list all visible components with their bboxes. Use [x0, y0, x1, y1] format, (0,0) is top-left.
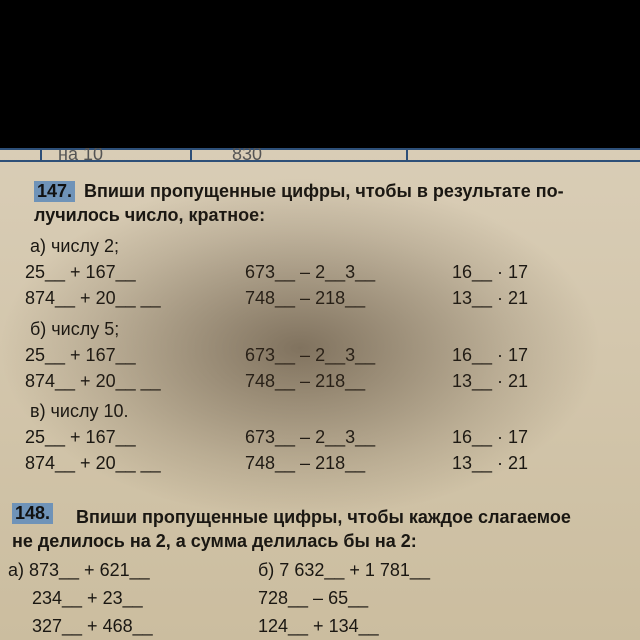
- expression: 16__ · 17: [452, 427, 529, 447]
- exercise-text: Впиши пропущенные цифры, чтобы в результ…: [84, 181, 564, 201]
- textbook-page: на 10 830 147. Впиши пропущенные цифры, что…: [0, 148, 640, 640]
- exercise-number: 147.: [34, 181, 76, 202]
- table-cell: 830: [232, 148, 263, 164]
- expression: 748__ – 218__: [245, 453, 366, 473]
- expression: 874__ + 20__ __: [25, 453, 161, 473]
- expression: 13__ · 21: [452, 453, 529, 473]
- expression: 673__ – 2__3__: [245, 262, 376, 282]
- group-label: б) числу 5;: [30, 319, 120, 339]
- expression: 25__ + 167__: [25, 345, 136, 365]
- table-border: [406, 148, 408, 160]
- expression: 673__ – 2__3__: [245, 427, 376, 447]
- expression: 124__ + 134__: [258, 616, 379, 636]
- expression: б) 7 632__ + 1 781__: [258, 560, 430, 580]
- expression: 874__ + 20__ __: [25, 371, 161, 391]
- group-label: в) числу 10.: [30, 401, 129, 421]
- exercise-text: лучилось число, кратное:: [34, 205, 266, 225]
- expression: 234__ + 23__: [32, 588, 143, 608]
- expression: 728__ – 65__: [258, 588, 369, 608]
- table-border: [190, 148, 192, 160]
- expression: 874__ + 20__ __: [25, 288, 161, 308]
- expression: 748__ – 218__: [245, 288, 366, 308]
- group-label: а) числу 2;: [30, 236, 119, 256]
- table-cell: на 10: [58, 148, 103, 164]
- expression: 13__ · 21: [452, 371, 529, 391]
- expression: 25__ + 167__: [25, 427, 136, 447]
- expression: 327__ + 468__: [32, 616, 153, 636]
- expression: 16__ · 17: [452, 345, 529, 365]
- expression: 673__ – 2__3__: [245, 345, 376, 365]
- expression: 16__ · 17: [452, 262, 529, 282]
- exercise-number: 148.: [12, 503, 54, 524]
- exercise-text: Впиши пропущенные цифры, чтобы каждое сл…: [76, 507, 571, 527]
- table-border: [40, 148, 42, 160]
- expression: 25__ + 167__: [25, 262, 136, 282]
- exercise-text: не делилось на 2, а сумма делилась бы на…: [12, 531, 417, 551]
- expression: 748__ – 218__: [245, 371, 366, 391]
- expression: 13__ · 21: [452, 288, 529, 308]
- expression: а) 873__ + 621__: [8, 560, 150, 580]
